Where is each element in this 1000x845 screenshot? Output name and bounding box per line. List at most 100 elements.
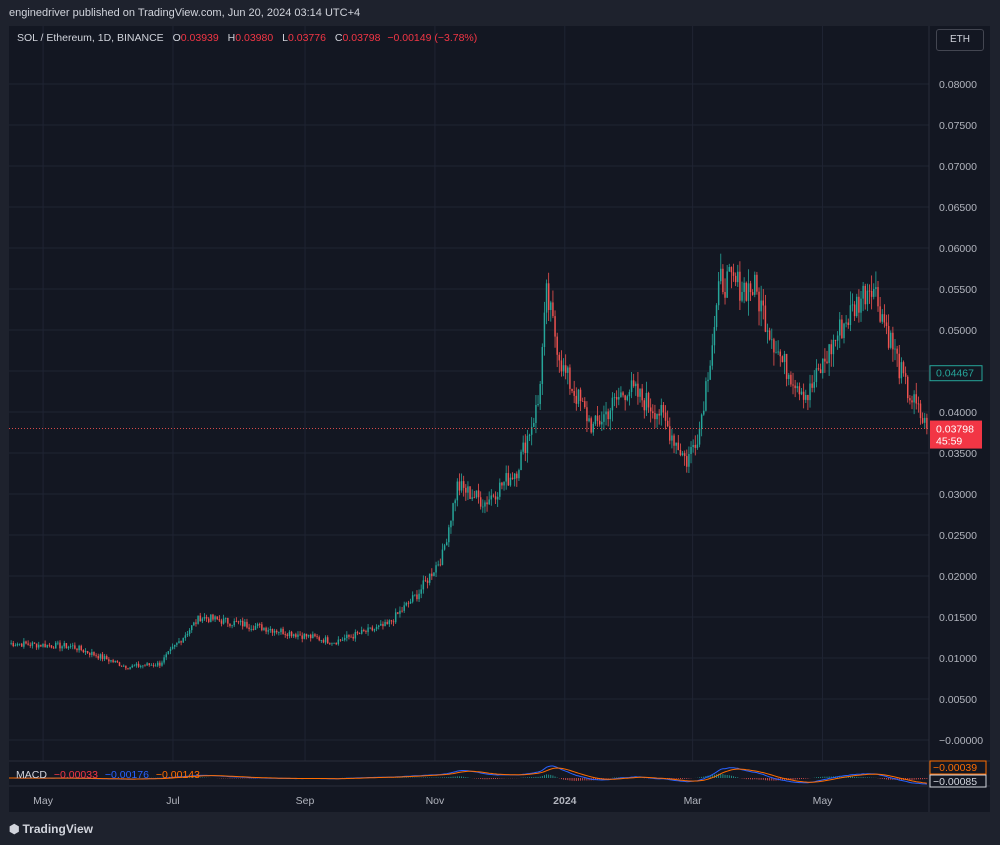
candle-body xyxy=(520,451,522,471)
x-tick-label: Sep xyxy=(296,795,315,807)
candle-body xyxy=(295,634,297,637)
candle-body xyxy=(741,291,743,301)
candle-body xyxy=(488,499,490,505)
candle-body xyxy=(885,322,888,327)
candle-body xyxy=(337,639,340,645)
candle-body xyxy=(541,347,544,385)
candle-body xyxy=(110,660,112,662)
candle-body xyxy=(137,663,140,667)
candle-body xyxy=(632,380,635,387)
candle-body xyxy=(692,444,694,448)
candle-body xyxy=(567,367,569,373)
candle-body xyxy=(658,413,660,416)
candle-body xyxy=(314,634,316,637)
candle-body xyxy=(401,610,403,612)
candle-body xyxy=(745,282,748,301)
candle-body xyxy=(386,621,388,625)
candle-body xyxy=(647,392,650,408)
candle-body xyxy=(926,417,928,429)
high-value: 0.03980 xyxy=(235,32,274,44)
candle-body xyxy=(683,453,686,457)
candle-body xyxy=(269,628,272,631)
candle-body xyxy=(367,627,369,633)
candle-body xyxy=(352,636,354,639)
y-tick-label: 0.06000 xyxy=(939,243,977,255)
candle-body xyxy=(898,353,900,379)
candle-body xyxy=(511,477,514,479)
candle-body xyxy=(894,348,896,350)
candle-body xyxy=(458,481,461,491)
y-tick-label: 0.07500 xyxy=(939,120,977,132)
candle-body xyxy=(237,621,240,623)
candle-body xyxy=(613,397,616,398)
candle-body xyxy=(609,410,612,420)
change-value: −0.00149 (−3.78%) xyxy=(387,32,478,44)
currency-button[interactable]: ETH xyxy=(936,29,984,51)
candle-body xyxy=(220,620,223,624)
candle-body xyxy=(545,283,548,313)
candle-body xyxy=(205,616,208,619)
candle-body xyxy=(144,665,146,667)
candle-body xyxy=(343,638,346,640)
candle-body xyxy=(773,339,775,353)
price-chart-svg[interactable]: 0.08000 0.07500 0.07000 0.06500 0.06000 0.055… xyxy=(9,26,990,812)
candle-body xyxy=(384,621,386,627)
candle-body xyxy=(713,327,716,346)
candle-body xyxy=(643,400,646,411)
candle-body xyxy=(509,477,512,486)
y-tick-label: 0.03000 xyxy=(939,489,977,501)
candle-body xyxy=(156,662,159,666)
candle-body xyxy=(858,296,860,313)
candle-body xyxy=(698,428,701,445)
candle-body xyxy=(163,657,165,663)
candle-body xyxy=(375,626,378,630)
footer-bar xyxy=(0,812,1000,845)
candle-body xyxy=(471,497,473,499)
candle-body xyxy=(775,352,777,354)
candle-body xyxy=(23,641,25,647)
candle-body xyxy=(31,642,34,646)
candle-body xyxy=(57,642,59,644)
candle-body xyxy=(80,645,82,651)
candle-body xyxy=(777,351,779,353)
candle-body xyxy=(828,344,830,363)
candle-body xyxy=(543,312,546,348)
candle-body xyxy=(44,643,46,648)
candle-body xyxy=(186,633,189,636)
candle-body xyxy=(35,643,38,648)
candle-body xyxy=(573,391,575,396)
candle-body xyxy=(577,389,580,404)
candle-body xyxy=(190,625,193,631)
candle-body xyxy=(862,285,864,299)
candle-body xyxy=(252,628,255,630)
candle-body xyxy=(65,643,68,649)
candle-body xyxy=(726,271,728,298)
candle-body xyxy=(150,664,153,666)
candle-body xyxy=(16,644,19,646)
candle-body xyxy=(27,643,29,645)
candle-body xyxy=(197,615,199,624)
candle-body xyxy=(524,442,527,453)
macd-label[interactable]: MACD xyxy=(16,769,47,781)
y-tick-label: 0.07000 xyxy=(939,161,977,173)
candle-body xyxy=(95,655,97,657)
chart-area[interactable]: 0.08000 0.07500 0.07000 0.06500 0.06000 0.055… xyxy=(9,26,990,812)
candle-body xyxy=(866,290,869,305)
candle-body xyxy=(354,632,357,639)
candle-body xyxy=(418,593,420,600)
candle-body xyxy=(246,621,248,628)
candle-body xyxy=(902,362,905,374)
candle-body xyxy=(346,634,348,639)
candle-body xyxy=(766,330,769,332)
candle-body xyxy=(103,656,106,660)
candle-body xyxy=(758,291,760,312)
candle-body xyxy=(492,495,495,497)
candle-body xyxy=(178,641,180,644)
candle-body xyxy=(628,392,631,397)
candle-body xyxy=(720,268,722,282)
candle-body xyxy=(732,272,735,276)
tradingview-logo[interactable]: ⬢ TradingView xyxy=(9,822,93,836)
symbol-label[interactable]: SOL / Ethereum, 1D, BINANCE xyxy=(17,32,164,44)
last-price-badge xyxy=(930,420,982,449)
